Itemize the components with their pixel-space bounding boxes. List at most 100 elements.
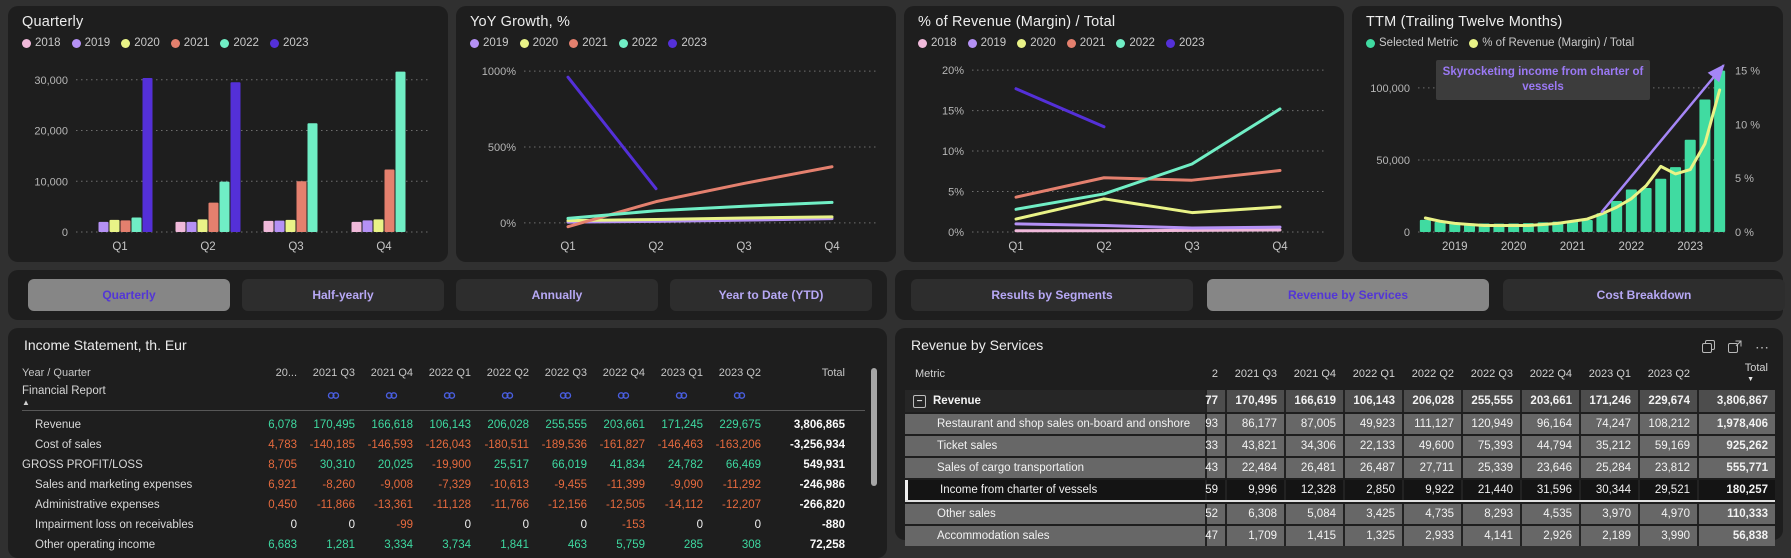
legend-item-2021[interactable]: 2021 [1066, 37, 1106, 49]
svg-text:5 %: 5 % [1735, 173, 1754, 185]
legend-item-2019[interactable]: 2019 [470, 37, 509, 49]
legend-item-2020[interactable]: 2020 [121, 37, 160, 49]
legend-item-2021[interactable]: 2021 [170, 37, 209, 49]
sort-ascending-icon[interactable]: ▲ [22, 398, 30, 407]
column-header[interactable]: 2023 Q1 [1588, 368, 1631, 380]
column-header[interactable]: 2022 Q4 [1529, 368, 1572, 380]
legend-label: 2019 [980, 37, 1007, 49]
table-row-selected[interactable]: Income from charter of vessels 59 9,996 12,… [905, 480, 1775, 502]
legend-item-2019[interactable]: 2019 [967, 37, 1007, 49]
vertical-scrollbar[interactable] [871, 368, 877, 486]
expand-icon[interactable] [1728, 340, 1742, 353]
legend-item-2018[interactable]: 2018 [22, 37, 61, 49]
table-row[interactable]: Revenue 6,078 170,495 166,618 106,143 206,028… [22, 415, 865, 435]
legend-item-2021[interactable]: 2021 [569, 37, 608, 49]
column-header[interactable]: 2023 Q1 [660, 367, 703, 379]
link-icon[interactable] [652, 391, 710, 403]
column-header[interactable]: 2021 Q3 [312, 367, 355, 379]
column-header[interactable]: Total [821, 367, 845, 379]
legend-dot [1116, 38, 1126, 48]
link-icon[interactable] [420, 391, 478, 403]
svg-text:0%: 0% [948, 227, 964, 239]
column-header[interactable]: 2023 Q2 [718, 367, 761, 379]
legend-item-2018[interactable]: 2018 [918, 37, 957, 49]
legend-label: 2023 [282, 37, 309, 49]
legend-label: % of Revenue (Margin) / Total [1482, 37, 1635, 49]
link-icon[interactable] [362, 391, 420, 403]
column-header: Year / Quarter [22, 367, 91, 379]
link-icon[interactable] [304, 391, 362, 403]
row-label: Other operating income [35, 539, 156, 551]
legend-item-2023[interactable]: 2023 [668, 37, 707, 49]
column-header[interactable]: 2021 Q3 [1234, 368, 1277, 380]
tab-annually[interactable]: Annually [456, 279, 658, 311]
column-header[interactable]: 2022 Q2 [1411, 368, 1454, 380]
legend-item-2023[interactable]: 2023 [1165, 37, 1205, 49]
legend-item-2019[interactable]: 2019 [71, 37, 110, 49]
cell: 52 [1205, 504, 1225, 524]
column-header[interactable]: 2022 Q1 [1352, 368, 1395, 380]
cell: 5,759 [616, 539, 645, 551]
legend-dot [569, 38, 579, 48]
link-icon[interactable] [478, 391, 536, 403]
cell: 106,143 [429, 419, 471, 431]
cell: 171,246 [1579, 390, 1638, 412]
report-group-row[interactable]: Financial Report ▲ [22, 384, 865, 411]
table-row[interactable]: Accommodation sales 47 1,709 1,415 1,325 2,93… [905, 526, 1775, 546]
copy-icon[interactable] [1702, 340, 1715, 353]
row-label: Other sales [937, 508, 996, 520]
cell: -11,866 [316, 499, 355, 511]
cell: 4,735 [1402, 504, 1461, 524]
legend-label: Selected Metric [1379, 37, 1459, 49]
column-header[interactable]: 2021 Q4 [370, 367, 413, 379]
column-header[interactable]: 2022 Q3 [1470, 368, 1513, 380]
table-row[interactable]: Other operating income 6,683 1,281 3,334 3,7… [22, 535, 865, 555]
svg-text:10%: 10% [942, 146, 964, 158]
table-row[interactable]: Sales and marketing expenses 6,921 -8,260 -… [22, 475, 865, 495]
column-header[interactable]: 2022 Q4 [602, 367, 645, 379]
cell: 4,783 [268, 439, 297, 451]
column-header[interactable]: 2023 Q2 [1647, 368, 1690, 380]
table-row[interactable]: GROSS PROFIT/LOSS 8,705 30,310 20,025 -19,90… [22, 455, 865, 475]
tab-revenue-by-services[interactable]: Revenue by Services [1207, 279, 1489, 311]
tab-year-to-date-ytd[interactable]: Year to Date (YTD) [670, 279, 872, 311]
legend-item-2020[interactable]: 2020 [1017, 37, 1056, 49]
tab-half-yearly[interactable]: Half-yearly [242, 279, 444, 311]
column-header[interactable]: 2022 Q3 [544, 367, 587, 379]
legend-item-2022[interactable]: 2022 [1116, 37, 1155, 49]
legend-label: 2021 [1079, 37, 1106, 49]
table-row[interactable]: Impairment loss on receivables 0 0 -99 0 0 0 -1… [22, 515, 865, 535]
tab-cost-breakdown[interactable]: Cost Breakdown [1503, 279, 1785, 311]
column-header[interactable]: 2022 Q1 [428, 367, 471, 379]
legend-item-2022[interactable]: 2022 [220, 37, 259, 49]
tab-quarterly[interactable]: Quarterly [28, 279, 230, 311]
legend-item-2022[interactable]: 2022 [618, 37, 657, 49]
column-header[interactable]: 2 [1211, 368, 1218, 380]
table-row[interactable]: Other sales 52 6,308 5,084 3,425 4,735 8,293 4,… [905, 504, 1775, 524]
column-header[interactable]: Total ▼ [1697, 363, 1775, 385]
column-header[interactable]: 20... [275, 367, 297, 379]
legend-item-of-revenue-margin-total[interactable]: % of Revenue (Margin) / Total [1469, 37, 1634, 49]
link-icon[interactable] [710, 391, 768, 403]
svg-text:1000%: 1000% [482, 66, 516, 78]
table-row[interactable]: Ticket sales 33 43,821 34,306 22,133 49,600 75… [905, 436, 1775, 456]
cell: -9,455 [554, 479, 587, 491]
more-options-icon[interactable]: ⋯ [1755, 338, 1769, 355]
column-header[interactable]: 2022 Q2 [486, 367, 529, 379]
legend-dot [470, 38, 479, 48]
table-row[interactable]: Administrative expenses 0,450 -11,866 -13,3… [22, 495, 865, 515]
cell: 35,212 [1579, 436, 1638, 456]
legend-item-selected-metric[interactable]: Selected Metric [1366, 37, 1458, 49]
legend-item-2020[interactable]: 2020 [519, 37, 558, 49]
table-row[interactable]: Restaurant and shop sales on-board and o… [905, 414, 1775, 434]
table-row[interactable]: Sales of cargo transportation 43 22,484 26,… [905, 458, 1775, 478]
link-icon[interactable] [536, 391, 594, 403]
collapse-icon[interactable]: − [913, 394, 926, 408]
column-header[interactable]: 2021 Q4 [1293, 368, 1336, 380]
legend-item-2023[interactable]: 2023 [269, 37, 309, 49]
table-row[interactable]: Cost of sales 4,783 -140,185 -146,593 -126,0… [22, 435, 865, 455]
table-row[interactable]: − Revenue 77 170,495 166,619 106,143 206,028 25… [905, 390, 1775, 412]
sort-descending-icon[interactable]: ▼ [1747, 376, 1754, 383]
link-icon[interactable] [594, 391, 652, 403]
tab-results-by-segments[interactable]: Results by Segments [911, 279, 1193, 311]
